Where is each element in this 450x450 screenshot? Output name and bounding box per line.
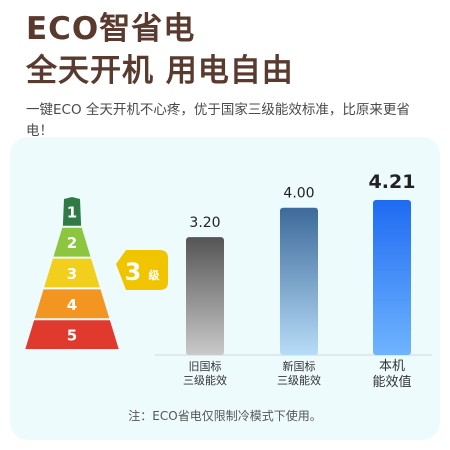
category-label-2-line2: 三级能效 [277, 373, 321, 387]
bar-3 [373, 200, 411, 355]
energy-level-band-4 [34, 289, 110, 319]
category-label-3-line2: 能效值 [372, 374, 411, 390]
energy-level-label-1: 1 [67, 203, 77, 221]
category-label-2-line1: 新国标 [283, 359, 316, 373]
bar-value-label-1: 3.20 [189, 215, 220, 231]
category-label-1-line2: 三级能效 [183, 373, 227, 387]
energy-level-band-1 [62, 197, 82, 226]
energy-level-label-2: 2 [67, 234, 77, 252]
energy-level-label-4: 4 [67, 296, 77, 314]
energy-level-band-5 [25, 320, 119, 349]
bar-1 [186, 237, 224, 355]
energy-level-band-3 [44, 258, 100, 288]
current-level-number: 3 [125, 258, 142, 286]
energy-level-band-2 [53, 227, 91, 257]
headline-line1: ECO智省电 [26, 11, 196, 47]
energy-level-label-5: 5 [67, 327, 77, 345]
bar-value-label-3: 4.21 [369, 171, 416, 193]
current-level-suffix: 级 [148, 268, 161, 282]
category-label-3-line1: 本机 [379, 359, 405, 374]
bar-2 [280, 207, 318, 355]
energy-level-label-3: 3 [67, 265, 77, 283]
footnote: 注：ECO省电仅限制冷模式下使用。 [128, 409, 322, 423]
bar-value-label-2: 4.00 [283, 186, 314, 202]
category-label-1-line1: 旧国标 [189, 359, 222, 373]
chart-panel [10, 137, 440, 440]
current-level-badge [116, 250, 168, 290]
subtitle: 一键ECO 全天开机不心疼，优于国家三级能效标准，比原来更省电！ [26, 102, 410, 139]
headline-line2: 全天开机 用电自由 [26, 53, 294, 89]
